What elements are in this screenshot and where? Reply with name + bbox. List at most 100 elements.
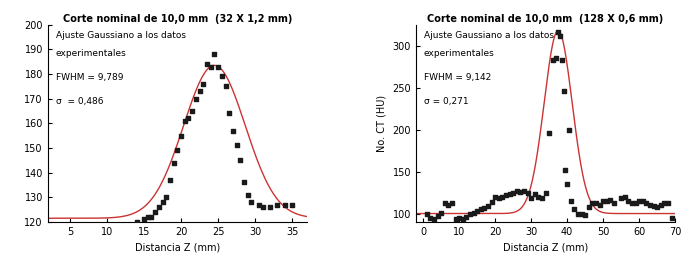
Point bbox=[637, 199, 648, 203]
Text: experimentales: experimentales bbox=[424, 49, 494, 58]
Point bbox=[183, 116, 194, 121]
Point bbox=[242, 193, 253, 197]
Point bbox=[644, 203, 655, 207]
Point bbox=[454, 216, 464, 220]
Point bbox=[176, 133, 187, 138]
Point bbox=[447, 201, 458, 206]
Point bbox=[457, 216, 468, 221]
Point bbox=[608, 201, 619, 205]
Point bbox=[205, 64, 216, 69]
Point bbox=[560, 168, 571, 172]
Point bbox=[450, 216, 461, 221]
Point bbox=[286, 202, 297, 207]
Point bbox=[594, 203, 605, 207]
Point bbox=[558, 89, 569, 93]
Point bbox=[464, 212, 475, 216]
Point bbox=[627, 201, 638, 205]
Point bbox=[512, 189, 522, 193]
Point bbox=[518, 189, 529, 193]
Point bbox=[468, 210, 479, 215]
Text: Ajuste Gaussiano a los datos: Ajuste Gaussiano a los datos bbox=[55, 31, 186, 39]
Point bbox=[143, 215, 153, 219]
Point bbox=[131, 220, 142, 224]
Point bbox=[213, 64, 224, 69]
Point bbox=[551, 56, 562, 61]
Point bbox=[443, 203, 454, 207]
Point bbox=[228, 129, 239, 133]
Point bbox=[630, 201, 641, 205]
Point bbox=[179, 119, 190, 123]
Point bbox=[490, 195, 501, 199]
Point bbox=[522, 190, 533, 195]
Point bbox=[562, 182, 573, 186]
X-axis label: Distancia Z (mm): Distancia Z (mm) bbox=[503, 242, 588, 252]
Point bbox=[576, 211, 587, 216]
Title: Corte nominal de 10,0 mm  (128 X 0,6 mm): Corte nominal de 10,0 mm (128 X 0,6 mm) bbox=[428, 14, 664, 24]
Point bbox=[436, 210, 447, 215]
X-axis label: Distancia Z (mm): Distancia Z (mm) bbox=[135, 242, 220, 252]
Point bbox=[504, 192, 515, 196]
Point bbox=[187, 109, 198, 113]
Point bbox=[552, 30, 563, 35]
Point bbox=[157, 200, 168, 204]
Point bbox=[479, 206, 490, 210]
Point bbox=[164, 178, 175, 182]
Point bbox=[623, 199, 634, 203]
Point bbox=[580, 213, 591, 217]
Point bbox=[265, 205, 276, 209]
Point bbox=[190, 96, 201, 101]
Point bbox=[461, 215, 472, 219]
Point bbox=[149, 210, 160, 214]
Point bbox=[648, 204, 659, 208]
Point bbox=[153, 205, 164, 209]
Point bbox=[439, 201, 450, 206]
Title: Corte nominal de 10,0 mm  (32 X 1,2 mm): Corte nominal de 10,0 mm (32 X 1,2 mm) bbox=[63, 14, 292, 24]
Point bbox=[194, 89, 205, 93]
Point bbox=[501, 193, 512, 197]
Point bbox=[209, 52, 220, 56]
Point bbox=[428, 217, 439, 222]
Point bbox=[235, 158, 246, 162]
Point bbox=[597, 199, 608, 203]
Point bbox=[662, 201, 673, 205]
Point bbox=[257, 205, 268, 209]
Point bbox=[619, 195, 630, 199]
Point bbox=[421, 211, 432, 216]
Point bbox=[572, 211, 583, 216]
Point bbox=[659, 201, 670, 206]
Point bbox=[475, 207, 486, 212]
Point bbox=[224, 111, 235, 116]
Point bbox=[537, 196, 548, 201]
Y-axis label: No. CT (HU): No. CT (HU) bbox=[377, 95, 387, 152]
Point bbox=[161, 195, 172, 199]
Point bbox=[554, 34, 565, 39]
Point bbox=[616, 195, 627, 200]
Point bbox=[563, 127, 574, 132]
Point bbox=[198, 82, 209, 86]
Point bbox=[565, 199, 576, 203]
Point bbox=[472, 209, 483, 213]
Point bbox=[246, 200, 257, 204]
Text: FWHM = 9,142: FWHM = 9,142 bbox=[424, 73, 491, 82]
Point bbox=[202, 62, 213, 66]
Point bbox=[497, 195, 508, 199]
Point bbox=[591, 201, 602, 206]
Point bbox=[583, 205, 594, 209]
Point bbox=[569, 207, 580, 212]
Text: Ajuste Gaussiano a los datos: Ajuste Gaussiano a los datos bbox=[424, 31, 554, 39]
Point bbox=[432, 214, 443, 218]
Point bbox=[634, 199, 644, 203]
Point bbox=[168, 161, 179, 165]
Point bbox=[486, 199, 497, 204]
Text: σ = 0,271: σ = 0,271 bbox=[424, 97, 469, 106]
Point bbox=[231, 143, 242, 148]
Point bbox=[529, 192, 540, 196]
Point bbox=[515, 190, 526, 194]
Point bbox=[216, 74, 227, 79]
Point bbox=[526, 196, 537, 201]
Point bbox=[280, 202, 291, 207]
Point bbox=[138, 217, 149, 222]
Text: FWHM = 9,789: FWHM = 9,789 bbox=[55, 73, 123, 82]
Point bbox=[482, 204, 493, 208]
Point bbox=[172, 148, 183, 153]
